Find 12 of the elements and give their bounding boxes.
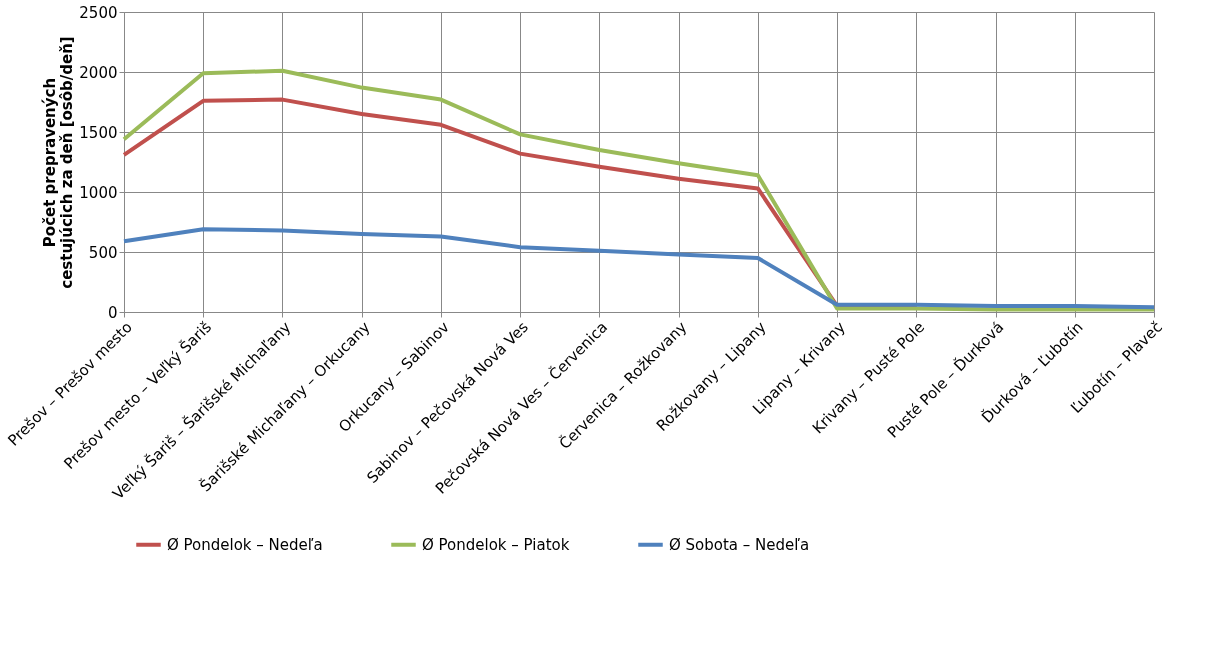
y-axis-title: Počet prepravených cestujúcich za deň [osôb/deň] — [41, 36, 77, 289]
line-series — [122, 68, 1156, 312]
y-tick-label: 1000 — [79, 183, 118, 202]
y-tick-label: 0 — [107, 303, 118, 322]
y-tick-label: 2500 — [79, 3, 118, 22]
y-tick-label: 2000 — [79, 63, 118, 82]
y-tick-label: 1500 — [79, 123, 118, 142]
legend-label: Ø Pondelok – Nedeľa — [167, 535, 323, 554]
y-tick-label: 500 — [88, 243, 118, 262]
legend-label: Ø Pondelok – Piatok — [422, 535, 570, 554]
legend-label: Ø Sobota – Nedeľa — [669, 535, 810, 554]
line-series — [122, 227, 1156, 310]
